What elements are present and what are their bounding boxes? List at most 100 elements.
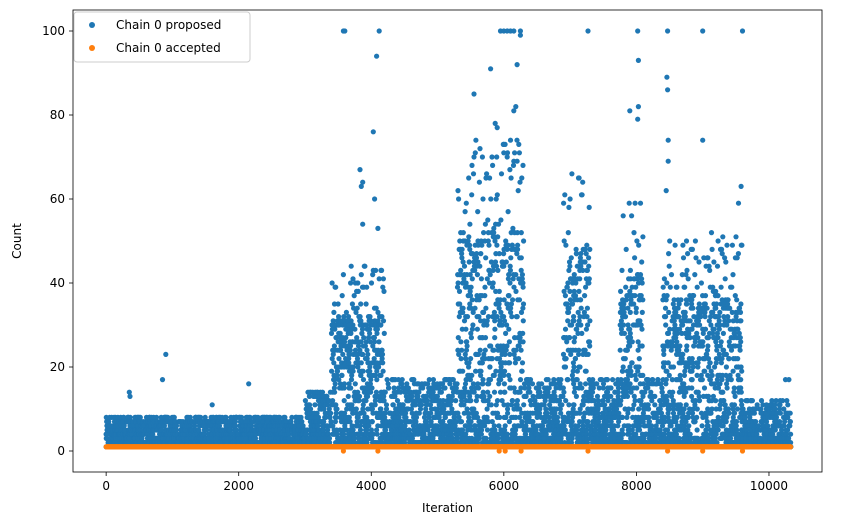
data-point	[584, 305, 591, 311]
data-point	[587, 343, 593, 349]
data-point	[106, 419, 112, 425]
data-point	[153, 414, 160, 420]
data-point	[507, 377, 513, 383]
data-point	[492, 326, 498, 332]
data-point	[518, 255, 524, 261]
data-point	[458, 339, 464, 345]
data-point	[137, 414, 143, 420]
data-point	[520, 301, 527, 307]
data-point	[482, 293, 488, 299]
data-point	[442, 385, 448, 391]
data-point	[517, 377, 524, 383]
data-point	[464, 343, 470, 349]
data-point	[460, 368, 466, 374]
data-point	[527, 389, 533, 395]
data-point	[583, 381, 589, 387]
data-point	[577, 364, 583, 370]
data-point	[477, 347, 483, 353]
data-point	[495, 435, 501, 441]
data-point	[345, 393, 351, 399]
data-point	[514, 398, 521, 404]
data-point	[582, 293, 588, 299]
data-point	[458, 419, 465, 425]
data-point	[453, 398, 459, 404]
data-point	[483, 255, 489, 261]
data-point	[158, 427, 164, 433]
data-point	[381, 330, 387, 336]
data-point	[202, 414, 208, 420]
data-point	[198, 414, 204, 420]
data-point	[376, 339, 382, 345]
data-point	[583, 368, 589, 374]
data-point	[469, 372, 475, 378]
data-point	[380, 318, 387, 324]
data-point	[516, 356, 522, 362]
data-point	[139, 435, 145, 441]
data-point	[332, 381, 338, 387]
data-point	[312, 402, 318, 408]
data-point	[334, 406, 340, 412]
series-proposed	[103, 28, 794, 450]
data-point	[126, 435, 132, 441]
data-point	[341, 381, 347, 387]
data-point	[204, 427, 210, 433]
data-point	[496, 288, 502, 294]
data-point	[516, 297, 523, 303]
data-point	[137, 427, 144, 433]
data-point	[518, 230, 524, 236]
data-point	[574, 377, 580, 383]
data-point	[576, 288, 582, 294]
data-point	[578, 297, 584, 303]
data-point	[472, 305, 478, 311]
data-point	[160, 435, 166, 441]
data-point	[171, 414, 177, 420]
data-point	[506, 326, 512, 332]
data-point	[463, 326, 469, 332]
data-point	[582, 259, 588, 265]
data-point	[187, 423, 194, 429]
data-point	[173, 427, 179, 433]
data-point	[563, 398, 569, 404]
data-point	[563, 356, 569, 362]
data-point	[487, 364, 493, 370]
data-point	[383, 406, 390, 412]
data-point	[341, 398, 347, 404]
data-point	[494, 398, 501, 404]
data-point	[369, 385, 375, 391]
data-point	[458, 356, 464, 362]
data-point	[196, 427, 202, 433]
data-point	[476, 385, 482, 391]
data-point	[374, 431, 380, 437]
data-point	[360, 377, 367, 383]
data-point	[216, 423, 223, 429]
data-point	[520, 339, 526, 345]
data-point	[380, 368, 386, 374]
data-point	[506, 339, 512, 345]
data-point	[386, 385, 392, 391]
data-point	[150, 431, 156, 437]
data-point	[468, 356, 474, 362]
data-point	[519, 360, 526, 366]
data-point	[491, 389, 498, 395]
data-point	[133, 419, 139, 425]
data-point	[339, 372, 345, 378]
data-point	[492, 335, 498, 341]
data-point	[356, 393, 363, 399]
data-point	[478, 276, 484, 282]
data-point	[328, 410, 334, 416]
data-point	[477, 263, 483, 269]
data-point	[565, 377, 571, 383]
data-point	[454, 381, 460, 387]
data-point	[502, 423, 508, 429]
data-point	[121, 414, 127, 420]
data-point	[482, 347, 488, 353]
data-point	[539, 381, 545, 387]
data-point	[571, 364, 577, 370]
data-point	[468, 398, 474, 404]
data-point	[480, 377, 486, 383]
data-point	[173, 423, 180, 429]
data-point	[489, 356, 495, 362]
data-point	[506, 293, 512, 299]
data-point	[478, 368, 484, 374]
data-point	[165, 414, 171, 420]
